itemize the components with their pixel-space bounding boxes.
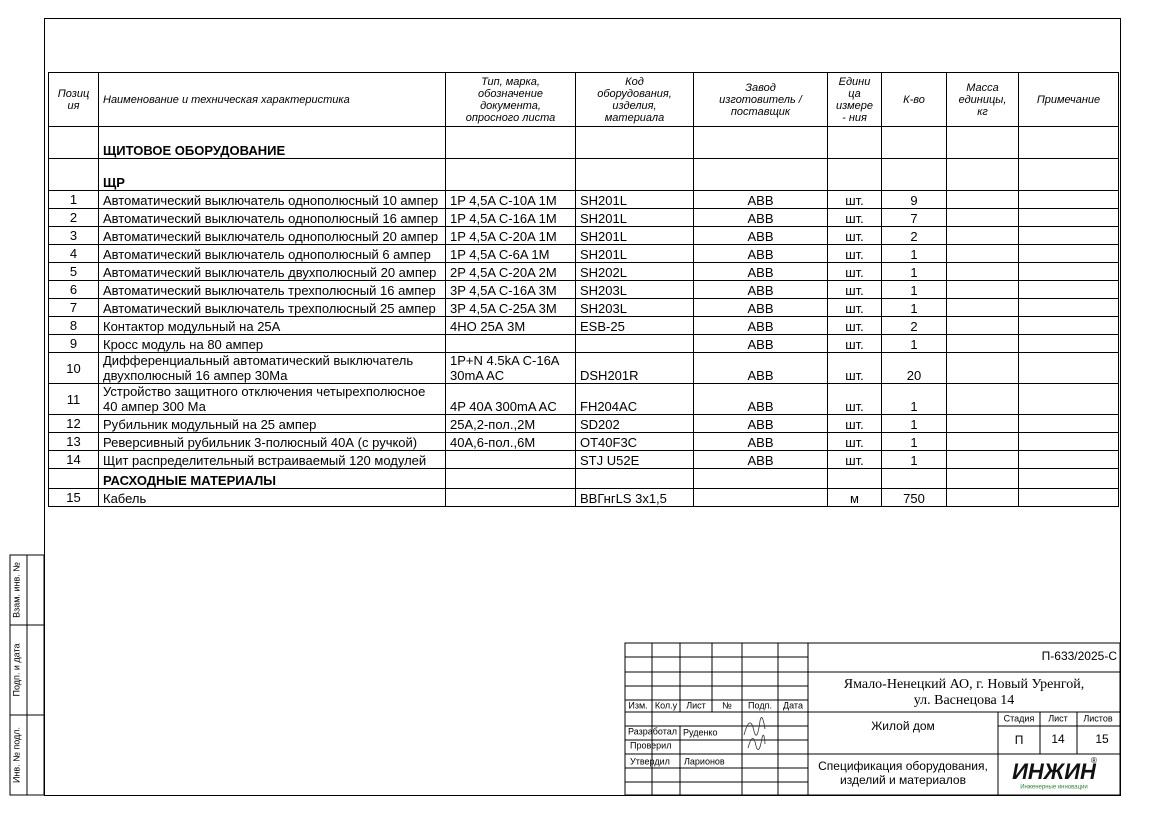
col-header: Подп. [748,700,772,710]
side-stamp: Взам. инв. № Подп. и дата Инв. № подл. [9,554,45,796]
cell-name: Устройство защитного отключения четырехп… [98,383,446,415]
item-row: 5 Автоматический выключатель двухполюсный… [48,262,1119,281]
item-row: 7 Автоматический выключатель трехполюсный… [48,298,1119,317]
cell-unit: шт. [827,383,882,415]
cell-code: SH203L [575,298,694,317]
col-header: № [722,700,732,710]
cell-unit: шт. [827,352,882,384]
item-row: 11 Устройство защитного отключения четыре… [48,383,1119,415]
section-title: ЩИТОВОЕ ОБОРУДОВАНИЕ [98,126,446,159]
item-row: 1 Автоматический выключатель однополюсный… [48,190,1119,209]
item-row: 14 Щит распределительный встраиваемый 120… [48,450,1119,469]
cell-unit: шт. [827,262,882,281]
cell-pos: 11 [48,383,99,415]
stamp-label: Подп. и дата [11,643,21,696]
cell-type [445,158,576,191]
grid [625,643,1120,795]
stamp-label: Взам. инв. № [11,562,21,618]
item-row: 6 Автоматический выключатель трехполюсный… [48,280,1119,299]
address: Ямало-Ненецкий АО, г. Новый Уренгой, [844,677,1084,692]
stage-label: Листов [1083,713,1112,723]
cell-code: SH202L [575,262,694,281]
stage-label: Стадия [1004,713,1035,723]
cell-code: ESB-25 [575,316,694,335]
cell-pos [48,158,99,191]
section-row: ЩР [48,158,1119,191]
cell-qty: 750 [881,488,947,507]
logo-mark: ® [1091,756,1097,765]
logo: ИНЖИН [1012,759,1097,784]
cell-pos: 10 [48,352,99,384]
doc-number: П-633/2025-С [1042,649,1118,663]
cell-name: Автоматический выключатель двухполюсный … [98,262,446,281]
column-header: Код оборудования, изделия, материала [575,72,694,127]
cell-note [1018,158,1119,191]
stage-value: 14 [1051,732,1065,746]
cell-name: Автоматический выключатель однополюсный … [98,226,446,245]
role: Проверил [630,740,671,750]
item-row: 10 Дифференциальный автоматический выключ… [48,352,1119,384]
column-header: Позиц ия [48,72,99,127]
spec-table: Позиц ия Наименование и техническая харак… [48,72,1119,507]
logo-tagline: Инженерные инновации [1020,785,1088,791]
role: Разработал [628,726,677,736]
drawing-frame [44,18,1121,796]
col-header: Дата [783,700,803,710]
person: Руденко [683,727,717,737]
col-header: Лист [686,700,706,710]
cell-maker: ABB [693,316,828,335]
cell-mass [946,126,1019,159]
col-header: Кол.у [655,700,678,710]
sheet-title: Спецификация оборудования, [818,759,988,773]
cell-name: Кабель [98,488,446,507]
address: ул. Васнецова 14 [914,693,1014,708]
item-row: 13 Реверсивный рубильник 3-полюсный 40А (… [48,432,1119,451]
column-header: Примечание [1018,72,1119,127]
stage-label: Лист [1048,713,1068,723]
column-header: Масса единицы, кг [946,72,1019,127]
column-header: Едини ца измере - ния [827,72,882,127]
title-frame [624,642,1121,796]
stamp-label: Инв. № подл. [11,727,21,783]
cell-pos [48,126,99,159]
cell-code: ВВГнгLS 3x1,5 [575,488,694,507]
section-row: ЩИТОВОЕ ОБОРУДОВАНИЕ [48,126,1119,159]
column-header: Наименование и техническая характеристик… [98,72,446,127]
signature [743,717,766,750]
cell-name: Автоматический выключатель однополюсный … [98,208,446,227]
object: Жилой дом [871,719,935,733]
header-row: Позиц ия Наименование и техническая харак… [48,72,1119,127]
stage-value: П [1015,733,1024,747]
cell-name: Дифференциальный автоматический выключат… [98,352,446,384]
table-body: ЩИТОВОЕ ОБОРУДОВАНИЕ ЩР 1 Автоматический вы… [48,126,1119,507]
cell-name: Автоматический выключатель однополюсный … [98,244,446,263]
col-header: Изм. [628,700,647,710]
cell-name: Щит распределительный встраиваемый 120 м… [98,450,446,469]
stage-value: 15 [1095,732,1109,746]
cell-note [1018,126,1119,159]
cell-maker [693,158,828,191]
role: Утвердил [630,756,670,766]
cell-maker: ABB [693,280,828,299]
title-block: Изм. Кол.у Лист № Подп. Дата Разработал … [624,642,1121,796]
cell-name: Автоматический выключатель трехполюсный … [98,298,446,317]
cell-type: 1P+N 4.5kA C-16A 30mA AC [445,352,576,384]
column-header: Тип, марка, обозначение документа, опрос… [445,72,576,127]
cell-qty: 20 [881,352,947,384]
sheet-title: изделий и материалов [840,773,966,787]
person: Ларионов [684,756,725,766]
column-header: К-во [881,72,947,127]
cell-name: Рубильник модульный на 25 ампер [98,414,446,433]
cell-note [1018,352,1119,384]
cell-name: Автоматический выключатель трехполюсный … [98,280,446,299]
item-row: 15 Кабель ВВГнгLS 3x1,5 м 750 [48,488,1119,507]
cell-type: 1P 4,5A C-6A 1M [445,244,576,263]
cell-maker: ABB [693,432,828,451]
cell-type: 3P 4,5A C-25A 3M [445,298,576,317]
cell-note [1018,488,1119,507]
item-row: 4 Автоматический выключатель однополюсный… [48,244,1119,263]
item-row: 3 Автоматический выключатель однополюсный… [48,226,1119,245]
